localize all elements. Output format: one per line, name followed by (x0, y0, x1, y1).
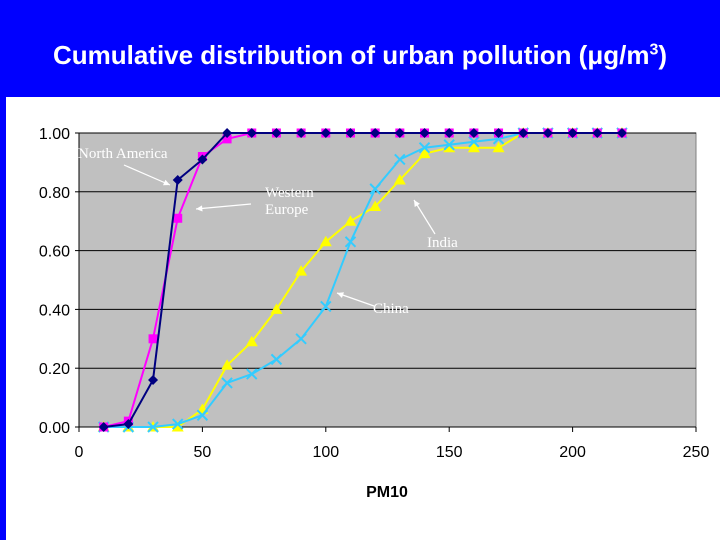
data-point (147, 421, 159, 433)
data-point (270, 303, 283, 314)
data-point (394, 153, 406, 166)
data-point (344, 236, 357, 248)
arrowhead (163, 179, 170, 186)
chart-panel: 0.00 0.20 0.40 0.60 0.80 1.00 0 50 100 150 200 250… (6, 97, 720, 540)
data-point (493, 128, 504, 138)
annotation-arrow (413, 199, 436, 235)
data-point (172, 175, 183, 186)
slide-title-text: Cumulative distribution of urban polluti… (52, 40, 588, 70)
x-tick-label: 150 (436, 444, 463, 461)
data-point (443, 139, 455, 151)
data-series (97, 127, 628, 433)
slide-title: Cumulative distribution of urban polluti… (0, 40, 720, 71)
data-point (296, 128, 307, 138)
annotation-na: North America (78, 146, 171, 186)
data-point (173, 213, 183, 223)
data-point (295, 333, 307, 345)
annotation-label: North America (78, 146, 168, 162)
x-tick-label: 250 (683, 444, 710, 461)
slide-title-close: ) (658, 40, 668, 70)
arrowhead (414, 200, 420, 207)
annotation-arrow (123, 164, 171, 186)
x-tick-label: 100 (312, 444, 339, 461)
y-tick-label: 0.40 (39, 302, 70, 319)
y-tick-label: 0.80 (39, 185, 70, 202)
arrowhead (337, 292, 344, 298)
data-point (320, 300, 332, 313)
data-point (172, 418, 184, 430)
data-point (419, 128, 430, 138)
data-point (492, 141, 505, 153)
data-point (345, 128, 356, 138)
data-point (369, 183, 381, 195)
data-point (246, 368, 258, 380)
data-point (171, 421, 184, 432)
data-point (246, 128, 257, 138)
data-point (518, 128, 529, 138)
data-point (148, 374, 159, 385)
annotation-label: Western (265, 185, 314, 201)
data-point (418, 147, 431, 159)
data-point (468, 128, 479, 138)
y-tick-label: 1.00 (39, 126, 70, 143)
data-point (245, 335, 258, 347)
data-point (468, 136, 480, 148)
slide-title-unit: μg/m (587, 40, 650, 70)
data-point (222, 128, 233, 138)
data-point (148, 334, 158, 344)
data-point (123, 419, 134, 430)
data-point (196, 409, 209, 421)
data-point (295, 265, 308, 276)
x-axis-ticks: 0 50 100 150 200 250 (75, 426, 710, 461)
x-axis-title: PM10 (366, 484, 408, 501)
data-point (394, 128, 405, 138)
data-point (444, 128, 455, 138)
annotation-label: Europe (265, 202, 309, 218)
y-tick-label: 0.20 (39, 361, 70, 378)
arrowhead (196, 205, 203, 212)
data-point (271, 128, 282, 138)
data-point (221, 377, 233, 389)
data-point (319, 235, 332, 247)
annotation-label: China (373, 301, 409, 317)
series-north-america (98, 128, 627, 432)
data-point (344, 215, 357, 226)
data-point (542, 128, 553, 138)
data-point (369, 200, 382, 211)
data-point (222, 134, 232, 144)
x-tick-label: 0 (75, 444, 84, 461)
y-axis-ticks: 0.00 0.20 0.40 0.60 0.80 1.00 (39, 126, 80, 437)
data-point (270, 353, 283, 366)
data-point (418, 141, 431, 154)
y-tick-label: 0.60 (39, 244, 70, 261)
annotation-label: India (427, 235, 458, 251)
data-point (370, 128, 381, 138)
plot-area (78, 132, 697, 428)
x-tick-label: 200 (559, 444, 586, 461)
data-point (98, 422, 109, 432)
slide-title-exponent: 3 (649, 41, 659, 59)
data-point (221, 359, 234, 370)
data-point (616, 128, 627, 138)
annotation-arrow (336, 292, 375, 307)
data-point (320, 128, 331, 138)
data-point (443, 141, 456, 153)
y-tick-label: 0.00 (39, 420, 70, 437)
data-point (592, 128, 603, 138)
data-point (567, 128, 578, 138)
series-line (103, 132, 622, 428)
data-point (197, 154, 208, 165)
annotation-india: India (413, 199, 458, 251)
data-point (467, 141, 480, 153)
annotation-china: China (336, 292, 409, 317)
x-tick-label: 50 (194, 444, 212, 461)
data-point (393, 174, 406, 185)
annotation-arrow (195, 203, 252, 210)
cumulative-distribution-chart: 0.00 0.20 0.40 0.60 0.80 1.00 0 50 100 150 200 250… (39, 126, 710, 501)
